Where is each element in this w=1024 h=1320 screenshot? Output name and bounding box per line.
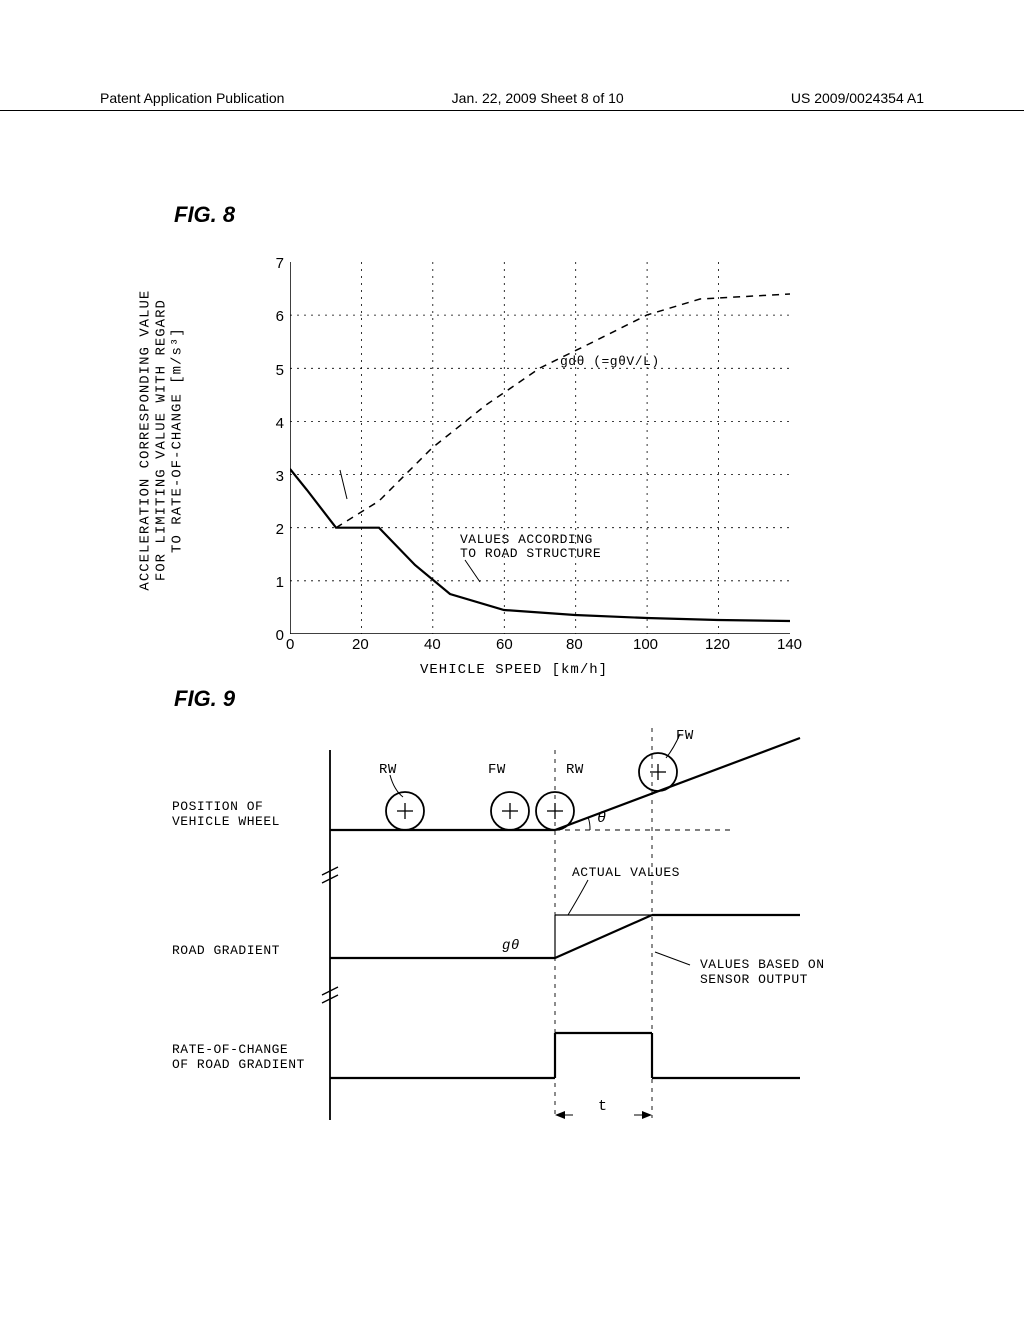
fig8-x-axis-label: VEHICLE SPEED [km/h] xyxy=(420,662,608,678)
header-right: US 2009/0024354 A1 xyxy=(791,90,924,106)
ytick-1: 1 xyxy=(270,574,284,591)
fig9-label: FIG. 9 xyxy=(174,686,235,712)
ytick-4: 4 xyxy=(270,415,284,432)
row-label-rate: RATE-OF-CHANGE OF ROAD GRADIENT xyxy=(172,1043,305,1073)
fw-label-2: FW xyxy=(676,728,694,744)
ytick-6: 6 xyxy=(270,308,284,325)
xtick-6: 120 xyxy=(705,636,730,653)
road-structure-label: VALUES ACCORDING TO ROAD STRUCTURE xyxy=(460,533,601,562)
fig8-label: FIG. 8 xyxy=(174,202,235,228)
sensor-values-label: VALUES BASED ON SENSOR OUTPUT xyxy=(700,958,825,988)
time-label: t xyxy=(598,1098,608,1115)
ytick-5: 5 xyxy=(270,362,284,379)
gtheta-label: gθ xyxy=(502,938,520,954)
header-left: Patent Application Publication xyxy=(100,90,284,106)
page-header: Patent Application Publication Jan. 22, … xyxy=(0,90,1024,111)
xtick-4: 80 xyxy=(566,636,583,653)
theta-label: θ xyxy=(597,810,607,827)
xtick-3: 60 xyxy=(496,636,513,653)
dashed-curve xyxy=(336,294,790,528)
fw-label-1: FW xyxy=(488,762,506,778)
ytick-0: 0 xyxy=(270,627,284,644)
xtick-1: 20 xyxy=(352,636,369,653)
y-label-line2: FOR LIMITING VALUE WITH REGARD xyxy=(153,299,169,581)
ytick-2: 2 xyxy=(270,521,284,538)
xtick-0: 0 xyxy=(286,636,294,653)
rw-label-1: RW xyxy=(379,762,397,778)
row-label-position: POSITION OF VEHICLE WHEEL xyxy=(172,800,280,830)
rw-label-2: RW xyxy=(566,762,584,778)
row-label-gradient: ROAD GRADIENT xyxy=(172,944,280,959)
formula-label: gdθ (=gθV/L) xyxy=(560,355,660,369)
y-label-line1: ACCELERATION CORRESPONDING VALUE xyxy=(137,290,153,591)
fig9-diagram xyxy=(160,720,860,1140)
xtick-2: 40 xyxy=(424,636,441,653)
xtick-5: 100 xyxy=(633,636,658,653)
header-mid: Jan. 22, 2009 Sheet 8 of 10 xyxy=(452,90,624,106)
ytick-7: 7 xyxy=(270,255,284,272)
fig8-y-axis-label: ACCELERATION CORRESPONDING VALUE FOR LIM… xyxy=(154,285,168,595)
ytick-3: 3 xyxy=(270,468,284,485)
xtick-7: 140 xyxy=(777,636,802,653)
fig8-chart xyxy=(290,262,790,634)
y-label-line3: TO RATE-OF-CHANGE [m/s³] xyxy=(169,327,185,553)
actual-values-label: ACTUAL VALUES xyxy=(572,866,680,881)
